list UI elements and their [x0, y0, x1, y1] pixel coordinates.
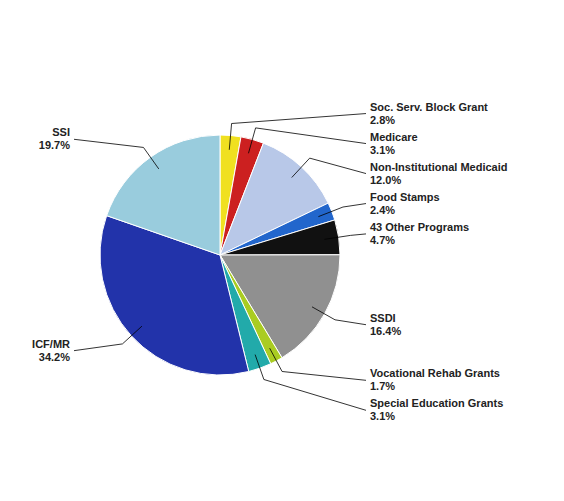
- slice-category: Medicare: [370, 131, 418, 143]
- leader-line: [292, 158, 366, 177]
- slice-label: ICF/MR34.2%: [32, 338, 70, 363]
- slice-value-label: 2.8%: [370, 114, 395, 126]
- slice-value-label: 3.1%: [370, 410, 395, 422]
- slice-category: Non-Institutional Medicaid: [370, 161, 508, 173]
- slice-label: SSDI16.4%: [370, 312, 401, 337]
- slice-value-label: 34.2%: [39, 351, 70, 363]
- pie-slice: [107, 135, 220, 255]
- slice-category: Vocational Rehab Grants: [370, 367, 500, 379]
- slice-value-label: 4.7%: [370, 234, 395, 246]
- slice-category: ICF/MR: [32, 338, 70, 350]
- pie-slice: [220, 220, 340, 255]
- slice-value-label: 1.7%: [370, 380, 395, 392]
- slice-label: Vocational Rehab Grants1.7%: [370, 367, 500, 392]
- data-labels: Soc. Serv. Block Grant2.8%Medicare3.1%No…: [32, 101, 507, 423]
- leader-line: [270, 348, 366, 380]
- slice-value-label: 2.4%: [370, 204, 395, 216]
- slice-category: 43 Other Programs: [370, 221, 469, 233]
- slice-label: SSI19.7%: [39, 126, 70, 151]
- slice-value-label: 19.7%: [39, 139, 70, 151]
- leader-line: [229, 114, 366, 150]
- leader-lines: [74, 114, 366, 411]
- slice-value-label: 16.4%: [370, 325, 401, 337]
- slice-category: Food Stamps: [370, 191, 440, 203]
- leader-line: [324, 234, 366, 239]
- slice-category: Soc. Serv. Block Grant: [370, 101, 488, 113]
- slice-category: Special Education Grants: [370, 397, 503, 409]
- leader-line: [74, 326, 142, 351]
- slice-label: Soc. Serv. Block Grant2.8%: [370, 101, 488, 126]
- leader-line: [74, 139, 159, 169]
- leader-line: [318, 204, 366, 217]
- slice-category: SSI: [52, 126, 70, 138]
- slice-label: 43 Other Programs4.7%: [370, 221, 469, 246]
- chart-container: Soc. Serv. Block Grant2.8%Medicare3.1%No…: [0, 0, 564, 501]
- slice-label: Special Education Grants3.1%: [370, 397, 503, 422]
- slices: [100, 135, 340, 375]
- leader-line: [255, 355, 366, 411]
- leader-line: [248, 128, 366, 153]
- chart-svg: Soc. Serv. Block Grant2.8%Medicare3.1%No…: [0, 0, 564, 501]
- leader-line: [312, 307, 366, 325]
- slice-label: Non-Institutional Medicaid12.0%: [370, 161, 508, 186]
- slice-label: Medicare3.1%: [370, 131, 418, 156]
- slice-value-label: 12.0%: [370, 174, 401, 186]
- slice-value-label: 3.1%: [370, 144, 395, 156]
- slice-label: Food Stamps2.4%: [370, 191, 440, 216]
- slice-category: SSDI: [370, 312, 396, 324]
